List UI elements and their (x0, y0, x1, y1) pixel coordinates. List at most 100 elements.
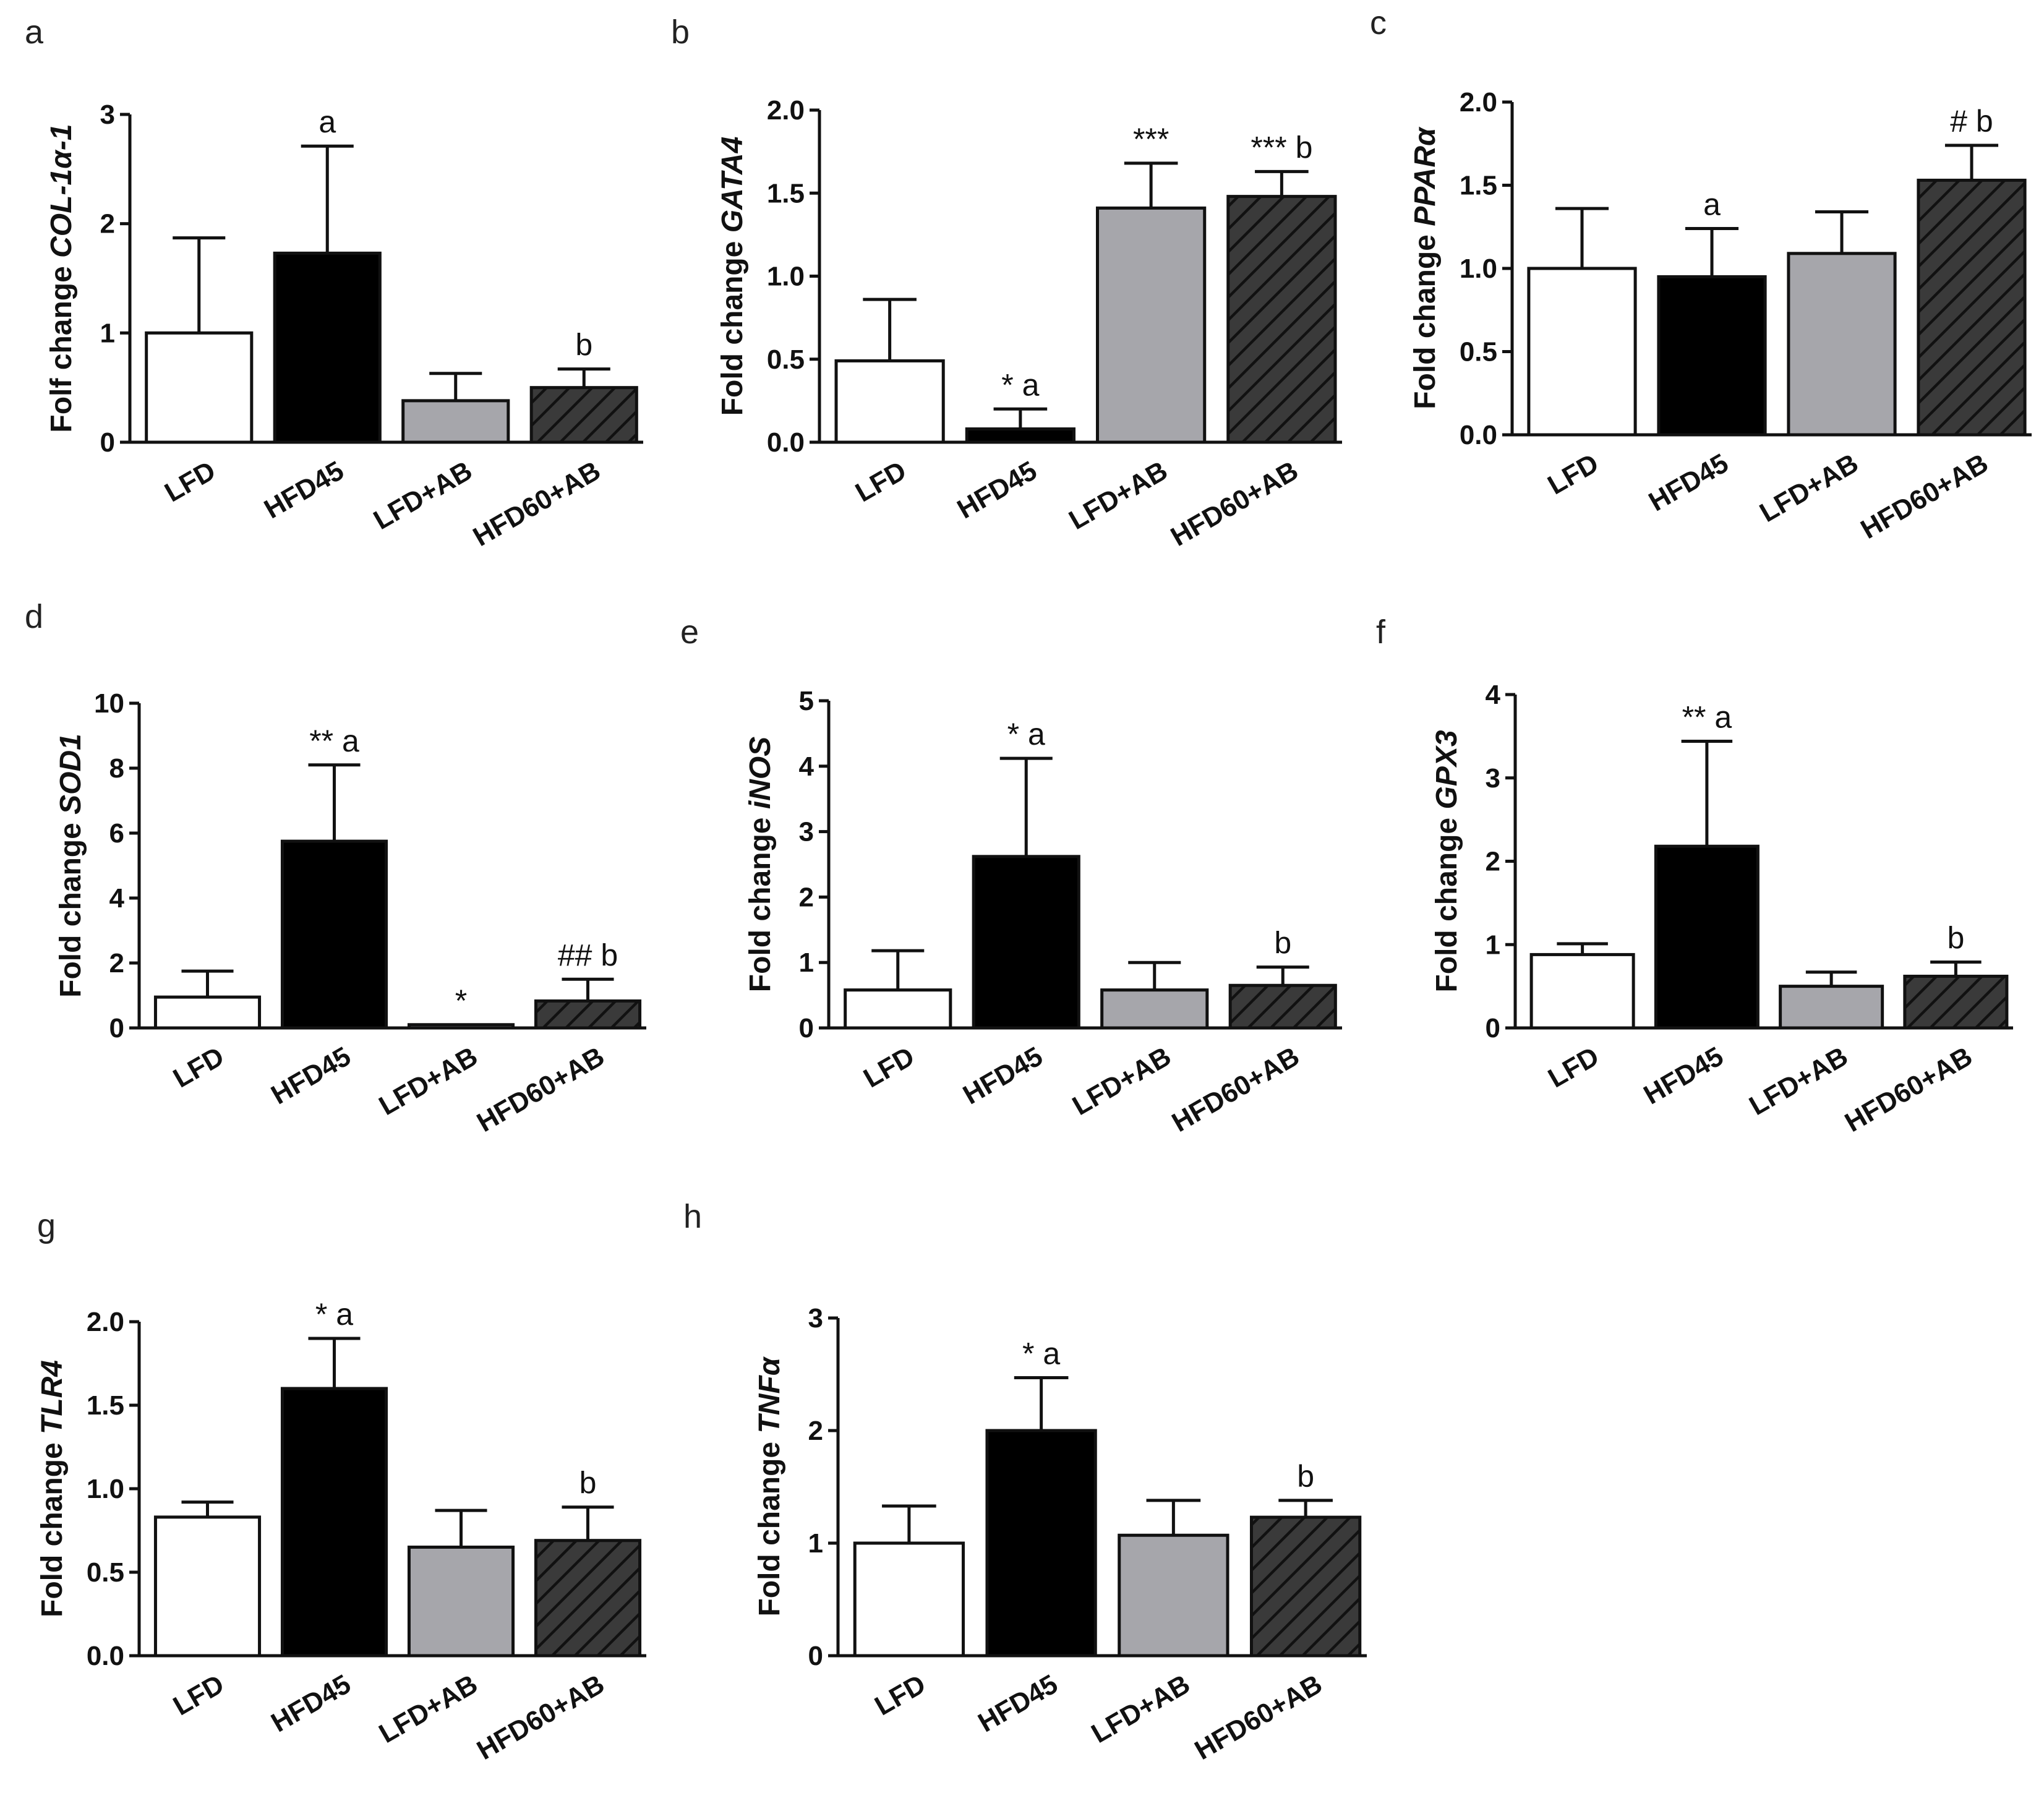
bar-hfd45 (1657, 275, 1767, 437)
bar-lfd-ab (1118, 1533, 1229, 1658)
bar-lfd-ab (407, 1546, 515, 1658)
significance-label: b (1297, 1459, 1314, 1494)
y-axis-label: Fold change GPX3 (1430, 730, 1463, 992)
significance-label: * a (1001, 367, 1039, 402)
bar-lfd-ab (401, 399, 510, 444)
significance-label: * a (1022, 1336, 1060, 1371)
category-label: LFD+AB (1087, 1669, 1195, 1749)
bar-hfd60-ab (1917, 178, 2027, 437)
y-tick-label: 4 (799, 751, 815, 782)
y-tick-label: 0.0 (1460, 420, 1497, 450)
y-tick-label: 3 (808, 1303, 823, 1333)
bar-lfd (834, 359, 945, 444)
category-label: LFD (168, 1669, 229, 1721)
panel-letter: f (1376, 614, 1386, 651)
panel-b: b 0.0 0.5 1.0 1.5 2.0 Fold change GATA4 LFD * a H… (671, 14, 1342, 552)
bar-hfd45 (965, 427, 1075, 444)
significance-label: ** a (309, 724, 359, 758)
bar-hfd45 (985, 1429, 1097, 1658)
y-axis-label: Fold change iNOS (744, 737, 777, 992)
y-tick-label: 10 (94, 688, 124, 719)
category-label: LFD+AB (1755, 448, 1863, 528)
y-tick-label: 0 (100, 427, 115, 458)
panel-f: f 0 1 2 3 4 Fold change GPX3 LFD ** a HFD45 LFD+AB… (1376, 614, 2013, 1138)
bar-hfd45 (280, 839, 388, 1030)
y-tick-label: 2 (808, 1416, 823, 1446)
y-tick-label: 2.0 (87, 1307, 124, 1337)
significance-label: * a (315, 1297, 353, 1332)
category-label: LFD (870, 1669, 931, 1721)
panel-e: e 0 1 2 3 4 5 Fold change iNOS LFD * a HFD45 LFD+AB… (680, 614, 1342, 1138)
category-label: HFD45 (952, 455, 1042, 524)
y-tick-label: 2 (100, 209, 115, 239)
significance-label: ## b (558, 938, 618, 972)
category-label: HFD60+AB (472, 1669, 609, 1766)
category-label: HFD45 (958, 1041, 1048, 1110)
significance-label: * a (1007, 717, 1045, 751)
y-tick-label: 3 (799, 817, 814, 847)
category-label: HFD45 (259, 455, 349, 524)
bar-hfd45 (972, 855, 1080, 1030)
y-tick-label: 1.5 (767, 178, 805, 208)
category-label: LFD (858, 1041, 920, 1093)
y-axis-label: Folf change COL-1α-1 (45, 124, 78, 432)
y-tick-label: 2 (109, 948, 124, 978)
category-label: HFD45 (1644, 448, 1734, 517)
bar-hfd45 (1654, 844, 1760, 1030)
y-tick-label: 0.0 (87, 1641, 124, 1671)
panel-letter: d (25, 598, 43, 635)
panel-h: h 0 1 2 3 Fold change TNFα LFD * a HFD45 LFD+AB b H… (683, 1198, 1367, 1766)
bar-lfd (153, 1515, 262, 1658)
bar-lfd-ab (1787, 252, 1897, 437)
y-tick-label: 1.0 (1460, 254, 1497, 284)
significance-label: *** b (1251, 130, 1312, 165)
panel-g: g 0.0 0.5 1.0 1.5 2.0 Fold change TLR4 LFD * a HF… (36, 1207, 646, 1766)
panel-letter: c (1370, 4, 1387, 41)
category-label: LFD+AB (374, 1041, 483, 1121)
significance-label: b (1274, 926, 1291, 961)
y-tick-label: 1 (799, 948, 814, 978)
y-tick-label: 3 (100, 100, 115, 130)
category-label: LFD (160, 455, 221, 508)
category-label: HFD60+AB (468, 455, 605, 552)
bar-hfd60-ab (1249, 1515, 1362, 1658)
y-axis-label: Fold change GATA4 (716, 137, 749, 416)
panel-letter: h (683, 1198, 702, 1235)
bar-lfd (853, 1541, 965, 1658)
y-tick-label: 1 (808, 1528, 823, 1559)
category-label: HFD60+AB (1190, 1669, 1327, 1766)
y-tick-label: 2 (799, 882, 814, 912)
category-label: HFD60+AB (472, 1041, 609, 1138)
bar-lfd (1527, 267, 1637, 437)
panel-a: a 0 1 2 3 Folf change COL-1α-1 LFD a HFD45 LFD+AB… (25, 14, 643, 552)
y-tick-label: 1 (1486, 930, 1500, 960)
y-tick-label: 5 (799, 686, 814, 716)
bar-lfd-ab (1100, 988, 1209, 1030)
significance-label: *** (1133, 122, 1169, 156)
y-tick-label: 0 (799, 1013, 814, 1043)
category-label: HFD60+AB (1840, 1041, 1977, 1138)
bar-hfd60-ab (534, 1539, 642, 1658)
category-label: LFD (168, 1041, 229, 1093)
y-tick-label: 1.5 (87, 1390, 124, 1421)
significance-label: ** a (1682, 700, 1732, 734)
category-label: LFD (1543, 1041, 1604, 1093)
bar-lfd-ab (407, 1023, 515, 1030)
bar-hfd60-ab (534, 999, 642, 1030)
bar-lfd (844, 988, 952, 1030)
panel-letter: b (671, 14, 690, 51)
significance-label: b (575, 328, 592, 362)
bar-hfd60-ab (1903, 974, 2009, 1030)
category-label: HFD45 (266, 1669, 356, 1738)
category-label: LFD+AB (1064, 455, 1173, 536)
category-label: HFD60+AB (1166, 455, 1303, 552)
significance-label: # b (1950, 104, 1993, 139)
y-tick-label: 0 (808, 1641, 823, 1671)
y-axis-label: Fold change TNFα (753, 1356, 786, 1616)
bar-hfd60-ab (1228, 983, 1337, 1030)
significance-label: * (455, 983, 467, 1018)
y-tick-label: 1.5 (1460, 171, 1497, 201)
y-tick-label: 2.0 (767, 95, 805, 126)
y-tick-label: 2 (1486, 847, 1500, 877)
